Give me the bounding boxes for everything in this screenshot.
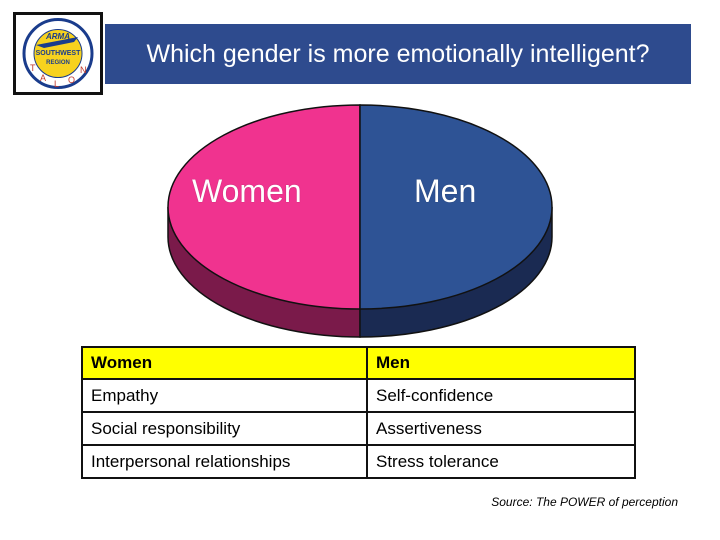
table-row: Interpersonal relationships Stress toler…: [81, 444, 636, 479]
logo-ring-letter: T: [30, 63, 36, 73]
table-header-men: Men: [366, 346, 636, 380]
aircraft-association-logo-icon: ARMA SOUTHWEST REGION T A L O N: [22, 18, 94, 89]
logo-ring-letter: N: [80, 65, 87, 75]
logo-text-top: ARMA: [45, 32, 70, 41]
logo-text-middle: SOUTHWEST: [36, 50, 81, 57]
pie-label-men: Men: [414, 173, 477, 209]
logo-ring-letter: L: [54, 79, 59, 89]
table-cell: Assertiveness: [366, 411, 636, 446]
logo-ring-letter: O: [68, 75, 75, 85]
pie-label-women: Women: [192, 173, 302, 209]
pie-slice-men: [359, 104, 553, 310]
table-cell: Self-confidence: [366, 378, 636, 413]
page-title: Which gender is more emotionally intelli…: [146, 39, 650, 68]
title-bar: Which gender is more emotionally intelli…: [105, 24, 691, 84]
table-header-row: Women Men: [81, 346, 636, 380]
table-cell: Empathy: [81, 378, 368, 413]
table-cell: Stress tolerance: [366, 444, 636, 479]
logo-ring-letter: A: [40, 73, 46, 83]
table-cell: Social responsibility: [81, 411, 368, 446]
table-row: Social responsibility Assertiveness: [81, 411, 636, 446]
source-citation: Source: The POWER of perception: [491, 495, 678, 509]
organization-logo: ARMA SOUTHWEST REGION T A L O N: [13, 12, 103, 95]
table-header-women: Women: [81, 346, 368, 380]
logo-text-lower: REGION: [46, 60, 70, 66]
table-cell: Interpersonal relationships: [81, 444, 368, 479]
pie-slice-women: [167, 104, 361, 310]
traits-table: Women Men Empathy Self-confidence Social…: [81, 346, 636, 479]
pie-svg: [167, 104, 553, 338]
pie-graphic: Women Men: [160, 95, 560, 340]
table-row: Empathy Self-confidence: [81, 378, 636, 413]
